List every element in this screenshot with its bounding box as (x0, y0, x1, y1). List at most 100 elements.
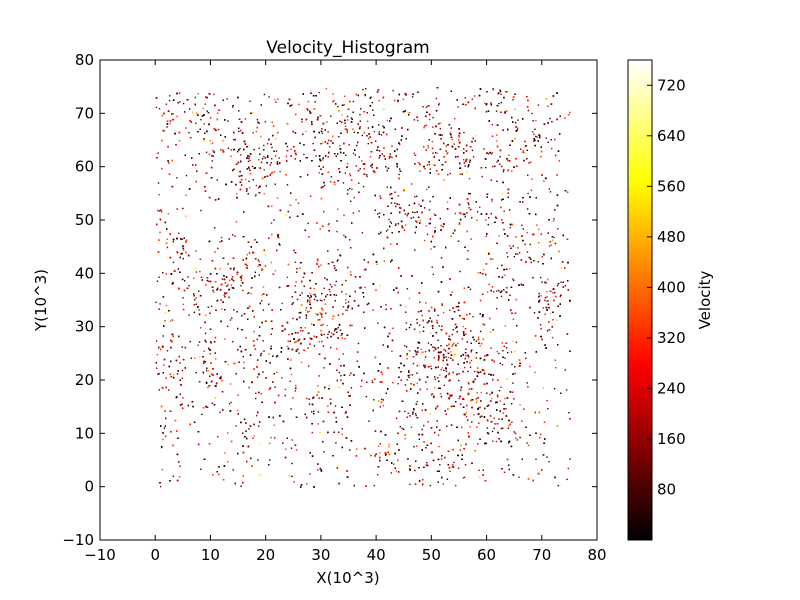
scatter-point (457, 467, 460, 469)
scatter-point (425, 124, 428, 127)
scatter-point (477, 443, 479, 445)
scatter-point (377, 322, 379, 324)
scatter-point (219, 411, 221, 414)
scatter-point (220, 299, 222, 301)
scatter-point (320, 143, 322, 145)
scatter-point (160, 210, 163, 213)
scatter-point (542, 307, 544, 309)
scatter-point (268, 353, 270, 355)
scatter-point (503, 471, 506, 473)
scatter-point (553, 388, 556, 390)
scatter-point (392, 327, 394, 329)
scatter-point (515, 341, 518, 344)
scatter-point (433, 396, 435, 399)
scatter-point (216, 118, 218, 120)
scatter-point (557, 228, 559, 230)
scatter-point (410, 383, 412, 385)
scatter-point (232, 341, 234, 343)
scatter-point (323, 299, 326, 301)
scatter-point (511, 363, 513, 366)
scatter-point (495, 440, 498, 443)
scatter-point (487, 223, 489, 226)
scatter-point (257, 265, 259, 268)
scatter-point (346, 193, 349, 195)
scatter-point (467, 381, 469, 384)
scatter-point (458, 379, 460, 382)
scatter-point (182, 303, 184, 305)
scatter-point (323, 184, 326, 187)
scatter-point (188, 285, 190, 287)
scatter-point (330, 346, 332, 349)
scatter-point (341, 114, 343, 116)
scatter-point (372, 309, 374, 311)
scatter-point (462, 325, 464, 328)
scatter-point (258, 425, 260, 427)
scatter-point (178, 92, 181, 94)
scatter-point (162, 335, 164, 337)
scatter-point (321, 316, 323, 318)
scatter-point (168, 99, 171, 102)
scatter-point (200, 118, 202, 121)
scatter-point (460, 213, 462, 215)
scatter-point (434, 309, 436, 311)
scatter-point (309, 195, 312, 197)
scatter-point (470, 330, 472, 332)
scatter-point (378, 100, 380, 102)
scatter-point (502, 350, 504, 352)
scatter-point (437, 434, 440, 436)
scatter-point (496, 180, 498, 182)
scatter-point (300, 361, 303, 364)
scatter-point (501, 193, 503, 195)
scatter-point (235, 425, 237, 427)
scatter-point (371, 101, 374, 104)
scatter-point (447, 356, 450, 359)
scatter-point (189, 108, 191, 110)
scatter-point (171, 319, 174, 321)
scatter-point (347, 189, 349, 191)
scatter-point (532, 120, 534, 122)
scatter-point (458, 222, 461, 224)
scatter-point (220, 236, 223, 239)
scatter-point (278, 237, 280, 239)
scatter-point (524, 243, 526, 245)
scatter-point (201, 413, 203, 416)
scatter-point (486, 432, 489, 434)
scatter-point (506, 252, 508, 254)
scatter-point (434, 226, 436, 229)
scatter-point (442, 483, 445, 485)
scatter-point (498, 389, 501, 392)
scatter-point (327, 333, 329, 335)
scatter-point (263, 193, 265, 195)
scatter-point (395, 223, 397, 225)
scatter-point (211, 155, 213, 157)
scatter-point (346, 163, 349, 165)
scatter-point (385, 304, 387, 306)
scatter-point (519, 404, 521, 406)
scatter-point (425, 225, 427, 227)
scatter-point (390, 202, 393, 204)
scatter-point (507, 351, 509, 354)
scatter-point (534, 128, 536, 130)
scatter-point (537, 104, 540, 106)
scatter-point (367, 127, 370, 129)
scatter-point (199, 270, 201, 273)
scatter-point (446, 344, 448, 347)
scatter-point (333, 99, 335, 101)
scatter-point (512, 340, 514, 342)
scatter-point (359, 114, 361, 116)
scatter-point (526, 208, 529, 210)
scatter-point (485, 219, 487, 221)
scatter-point (319, 299, 322, 301)
scatter-point (345, 302, 347, 304)
scatter-point (258, 147, 260, 149)
scatter-point (354, 154, 356, 156)
scatter-point (432, 116, 434, 119)
scatter-point (212, 474, 214, 476)
scatter-point (428, 209, 431, 211)
scatter-point (446, 478, 449, 480)
scatter-point (418, 438, 421, 440)
scatter-point (315, 155, 317, 157)
scatter-point (221, 278, 224, 280)
scatter-point (533, 133, 535, 135)
scatter-point (517, 247, 519, 249)
